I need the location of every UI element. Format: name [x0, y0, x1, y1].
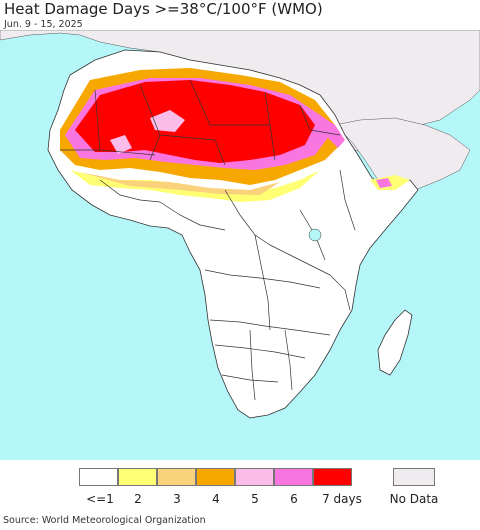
madagascar	[377, 309, 413, 376]
legend-label-3: 3	[173, 492, 181, 506]
arabia-nodata	[334, 117, 471, 199]
legend-label-7: 7 days	[322, 492, 362, 506]
legend-label-1: <=1	[86, 492, 114, 506]
lake-victoria	[308, 228, 322, 242]
heat-6-redsea	[320, 115, 345, 148]
map-subtitle: Jun. 9 - 15, 2025	[4, 19, 83, 30]
legend-label-2: 2	[134, 492, 142, 506]
heat-damage-map	[0, 30, 480, 460]
legend-label-4: 4	[212, 492, 220, 506]
legend-swatch-nodata	[393, 468, 435, 486]
source-credit: Source: World Meteorological Organizatio…	[3, 515, 206, 526]
legend-swatch-3	[157, 468, 196, 486]
legend-swatch-2	[118, 468, 157, 486]
legend-swatch-7	[313, 468, 352, 486]
map-title: Heat Damage Days >=38°C/100°F (WMO)	[4, 0, 323, 18]
heat-3-sahel	[80, 172, 280, 195]
legend-swatch-4	[196, 468, 235, 486]
heat-6-horn	[376, 178, 392, 188]
legend-label-6: 6	[290, 492, 298, 506]
legend-swatch-5	[235, 468, 274, 486]
legend-label-5: 5	[251, 492, 259, 506]
heat-5-spot	[150, 110, 185, 132]
heat-7-core	[75, 80, 315, 163]
legend-label-nodata: No Data	[389, 492, 439, 506]
legend-swatch-1	[79, 468, 118, 486]
heat-5-spot-2	[110, 135, 132, 154]
legend: <=1 2 3 4 5 6 7 days No Data	[0, 460, 480, 512]
legend-swatch-6	[274, 468, 313, 486]
